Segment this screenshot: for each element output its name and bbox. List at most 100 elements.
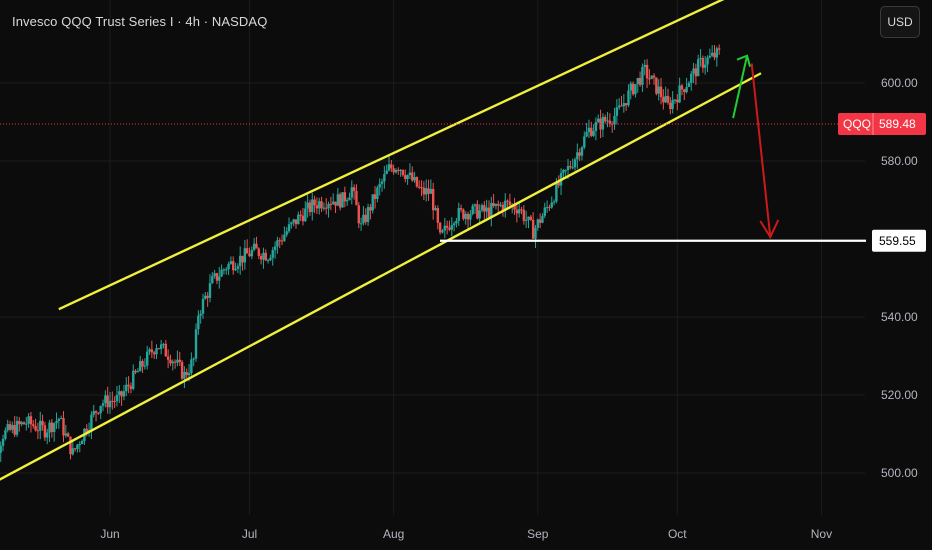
candle-body <box>173 361 177 363</box>
candle-body <box>257 248 260 256</box>
candle-body <box>522 209 526 221</box>
candle-body <box>162 343 165 345</box>
candle-body <box>222 269 226 271</box>
candle-body <box>513 204 516 210</box>
candle-body <box>645 64 649 79</box>
candle-body <box>225 269 228 271</box>
candle-body <box>601 116 605 130</box>
candle-body <box>571 167 574 169</box>
candle-body <box>415 177 419 187</box>
support-level-value: 559.55 <box>879 234 916 248</box>
candle-body <box>127 384 130 387</box>
candle-body <box>243 248 247 263</box>
candle-body <box>520 209 523 211</box>
candle-body <box>13 425 16 435</box>
candle-body <box>506 200 509 202</box>
candle-body <box>276 240 279 247</box>
candle-body <box>371 194 374 211</box>
candle-body <box>469 213 472 220</box>
candle-body <box>411 172 414 181</box>
candle-body <box>32 424 35 426</box>
candle-body <box>636 77 639 85</box>
price-tag[interactable] <box>838 113 926 136</box>
lower-channel-line[interactable] <box>0 72 762 483</box>
candle-body <box>615 107 619 116</box>
candle-body <box>241 255 244 263</box>
candle-body <box>462 209 465 219</box>
candle-body <box>183 372 186 379</box>
candle-body <box>713 52 716 58</box>
candle-body <box>283 234 286 241</box>
candle-body <box>476 204 479 219</box>
candle-body <box>62 418 65 436</box>
support-level-tag[interactable] <box>872 229 926 252</box>
candle-body <box>208 283 212 298</box>
candle-body <box>680 85 684 90</box>
candle-body <box>480 205 484 211</box>
projection-down-arrow[interactable] <box>750 63 772 238</box>
candle-body <box>657 86 660 94</box>
projection-up-arrow[interactable] <box>732 55 749 119</box>
candle-body <box>473 204 477 206</box>
candle-body <box>569 165 572 168</box>
currency-button[interactable]: USD <box>880 6 920 38</box>
candle-body <box>80 440 84 445</box>
candle-body <box>352 187 356 192</box>
candle-body <box>348 197 351 201</box>
candle-body <box>624 103 628 106</box>
candle-body <box>27 416 30 424</box>
candle-body <box>590 127 593 136</box>
candle-body <box>438 222 442 233</box>
candle-body <box>662 97 665 103</box>
candle-body <box>4 430 7 439</box>
candle-body <box>115 394 119 402</box>
candle-body <box>538 219 542 223</box>
candle-body <box>336 194 340 206</box>
candle-body <box>99 405 102 414</box>
candle-body <box>36 430 40 432</box>
candle-body <box>118 391 121 395</box>
candle-body <box>25 423 28 425</box>
candle-body <box>185 372 188 376</box>
candle-body <box>299 214 302 216</box>
candle-body <box>332 201 335 205</box>
candle-body <box>592 130 595 136</box>
candle-body <box>294 219 298 225</box>
candle-body <box>39 420 42 431</box>
y-axis-label: 500.00 <box>881 466 918 480</box>
candle-body <box>236 266 240 269</box>
upper-channel-line[interactable] <box>58 0 761 311</box>
candle-body <box>404 175 407 180</box>
candle-body <box>634 84 637 95</box>
candle-body <box>271 250 274 258</box>
candle-body <box>613 115 616 125</box>
candle-body <box>0 445 2 453</box>
candle-body <box>455 220 458 224</box>
candle-body <box>529 216 533 220</box>
candle-body <box>369 207 372 211</box>
candle-body <box>1 438 5 446</box>
candle-body <box>422 187 426 195</box>
candle-body <box>292 219 295 223</box>
candle-body <box>220 269 223 277</box>
candle-body <box>648 78 651 80</box>
candle-body <box>64 433 68 436</box>
candle-body <box>392 168 395 173</box>
candle-body <box>285 231 288 235</box>
candle-body <box>685 87 688 93</box>
candle-body <box>69 436 72 455</box>
candle-body <box>20 422 23 425</box>
candle-body <box>443 225 446 231</box>
candle-body <box>499 204 502 206</box>
candle-body <box>364 214 367 222</box>
candle-body <box>157 348 161 350</box>
candle-body <box>550 202 553 208</box>
candle-body <box>350 187 353 198</box>
candle-body <box>155 348 158 355</box>
candle-body <box>134 370 137 373</box>
candle-body <box>313 199 316 206</box>
candle-body <box>132 370 135 389</box>
x-axis-label: Nov <box>811 527 832 541</box>
